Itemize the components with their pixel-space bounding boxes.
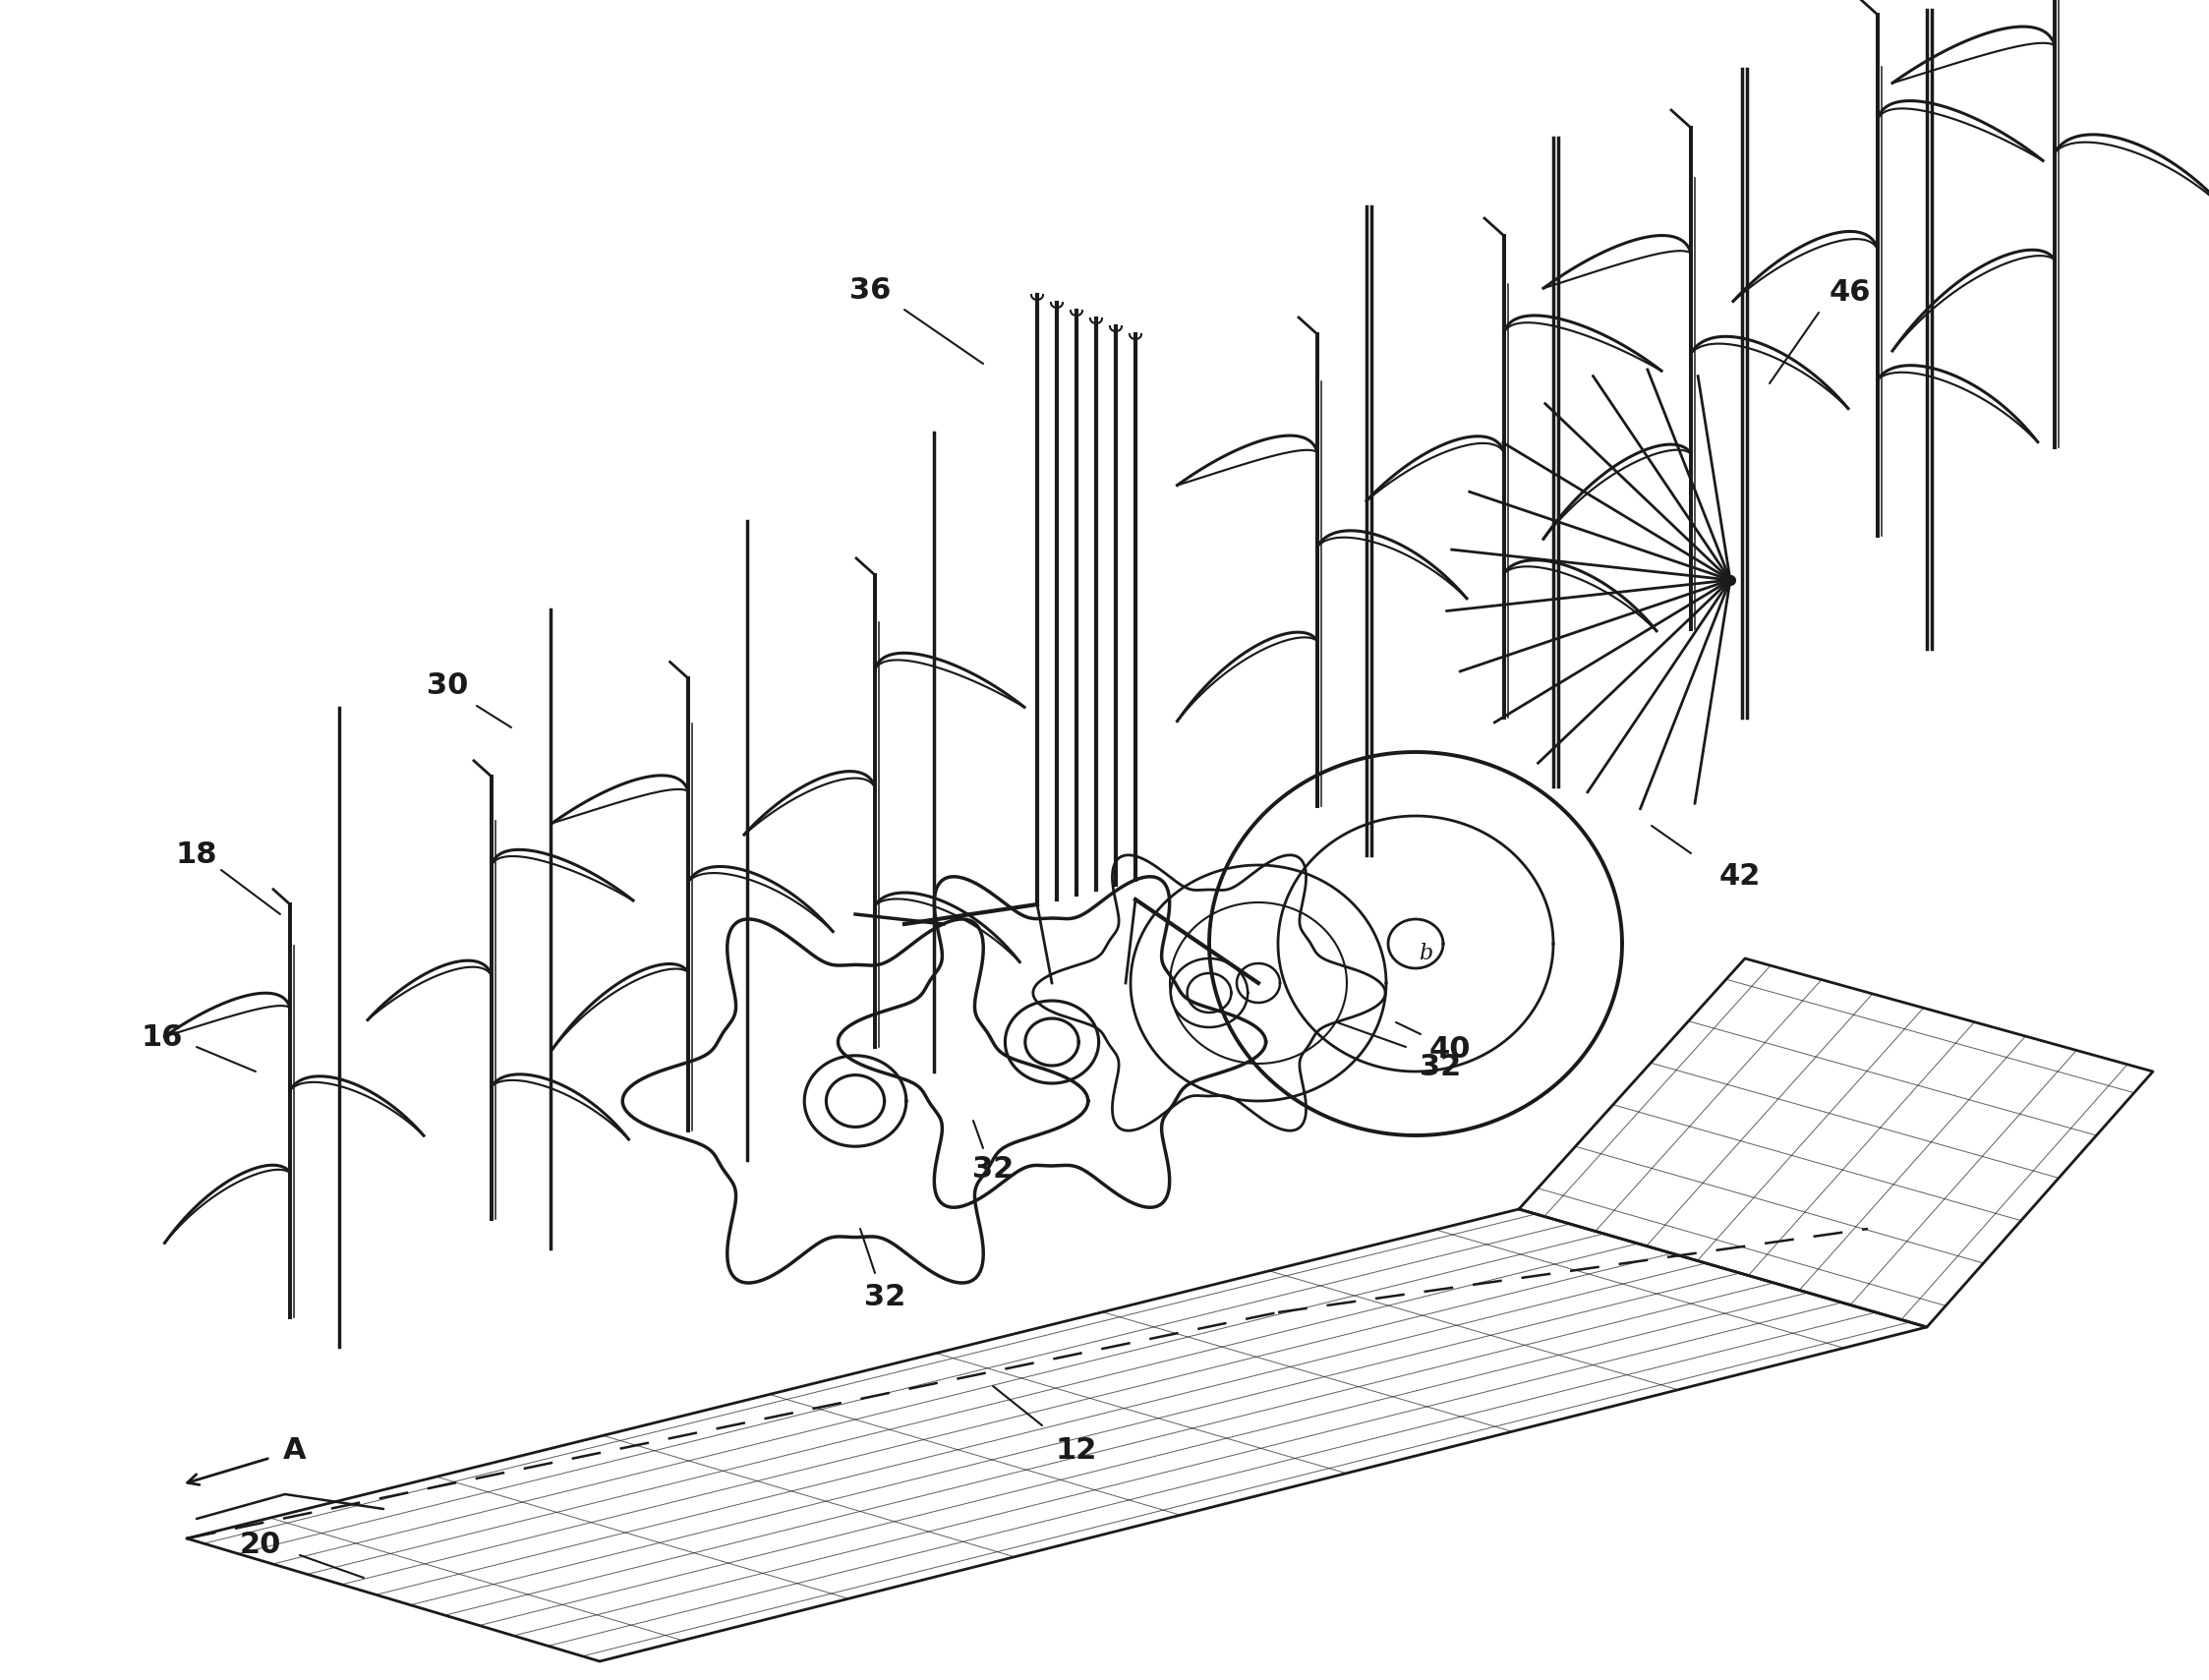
Text: A: A xyxy=(283,1436,307,1465)
Text: 18: 18 xyxy=(177,842,216,870)
Text: 32: 32 xyxy=(972,1156,1014,1184)
Text: 12: 12 xyxy=(1056,1436,1098,1465)
Text: 42: 42 xyxy=(1719,862,1761,890)
Text: 30: 30 xyxy=(426,672,468,701)
Text: 16: 16 xyxy=(141,1023,183,1052)
Text: 32: 32 xyxy=(864,1284,906,1312)
Text: 32: 32 xyxy=(1420,1052,1460,1080)
Text: 36: 36 xyxy=(848,276,890,304)
Text: b: b xyxy=(1418,942,1431,964)
Text: 20: 20 xyxy=(241,1530,281,1559)
Text: 40: 40 xyxy=(1429,1035,1471,1063)
Text: 46: 46 xyxy=(1829,279,1871,307)
